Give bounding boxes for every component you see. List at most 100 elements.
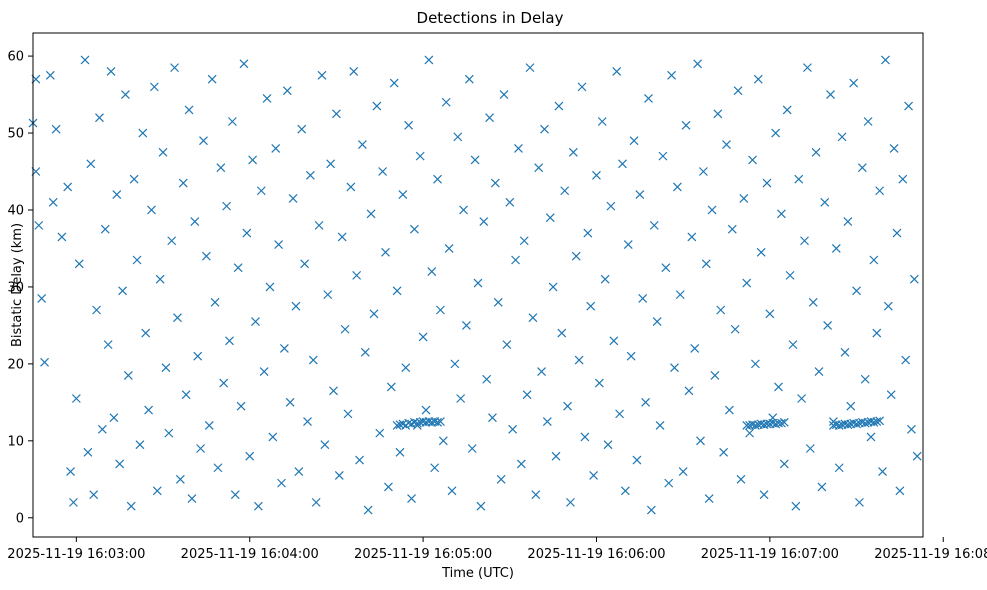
data-point [655,421,665,430]
data-point [297,124,307,134]
data-point [271,143,281,153]
data-point [115,459,125,469]
x-axis-ticks: 2025-11-19 16:03:00 2025-11-19 16:04:00 20… [7,537,987,562]
data-point [126,501,136,511]
data-point [392,286,402,296]
data-point [557,328,567,338]
data-point [898,174,908,184]
data-point [895,486,905,496]
data-point [713,109,723,119]
data-point [554,101,564,111]
data-point [852,419,861,429]
data-point [904,101,913,111]
data-point [340,324,350,334]
data-point [181,390,191,400]
data-point [161,363,171,373]
data-point [704,494,714,503]
data-point [184,105,194,115]
data-point [326,159,336,169]
data-point [210,297,220,307]
data-point [167,236,177,246]
data-point [233,263,243,273]
data-point [745,428,755,438]
data-point [236,401,246,411]
data-point [427,267,437,276]
x-tick-label: 2025-11-19 16:07:00 [701,547,839,562]
data-point [239,59,249,69]
data-point [698,167,708,176]
data-point [346,182,356,192]
data-point [418,332,428,342]
y-tick-label: 30 [7,280,24,295]
data-point [661,263,671,273]
data-point [540,124,549,134]
data-point [727,224,737,234]
data-point [259,367,269,376]
data-point [355,455,364,465]
data-point [430,463,440,473]
data-point [730,324,740,334]
data-point [323,290,333,300]
data-point [447,486,457,496]
x-tick-label: 2025-11-19 16:08:00 [874,547,987,562]
data-point [123,370,133,380]
data-point [901,355,911,365]
data-point [505,197,515,207]
data-point [736,474,746,484]
data-point [716,305,726,315]
data-point [204,421,214,430]
data-point [800,236,809,246]
x-tick-label: 2025-11-19 16:03:00 [7,547,145,562]
data-point [759,490,769,500]
data-point [814,367,824,376]
data-point [438,436,448,446]
data-point [80,55,90,65]
data-point [277,478,286,488]
data-point [771,128,781,138]
data-point [149,82,159,92]
data-point [227,117,237,126]
data-point [834,463,844,473]
data-point [222,201,232,211]
data-point [401,363,411,373]
data-point [311,497,321,507]
data-point [724,405,734,415]
data-point [701,259,711,269]
data-point [395,447,405,457]
data-point [248,155,258,165]
data-point [615,409,625,419]
data-point [776,418,786,428]
data-point [580,432,590,442]
data-point [577,82,587,92]
data-point [802,63,812,73]
data-point [34,220,44,230]
data-point [129,174,139,184]
data-point [135,440,145,450]
data-point [314,220,324,230]
data-point [635,190,645,200]
data-point [889,143,899,153]
y-axis-label: Bistatic Delay (km) [10,223,25,347]
data-point [883,301,893,311]
data-point [626,351,636,361]
x-tick-label: 2025-11-19 16:04:00 [181,547,319,562]
data-point [175,474,185,484]
points-layer [28,55,922,515]
data-point [69,497,78,507]
data-point [860,418,870,428]
data-point [528,313,538,323]
data-point [337,232,347,242]
data-point [646,505,656,515]
data-point [268,432,278,442]
data-point [566,497,575,507]
data-point [253,501,263,511]
data-point [485,113,494,123]
data-point [606,201,616,211]
data-point [424,55,434,65]
data-point [548,282,558,292]
data-point [473,278,483,288]
data-point [357,140,367,149]
data-point [687,232,697,242]
data-point [514,143,523,153]
data-point [51,124,61,134]
